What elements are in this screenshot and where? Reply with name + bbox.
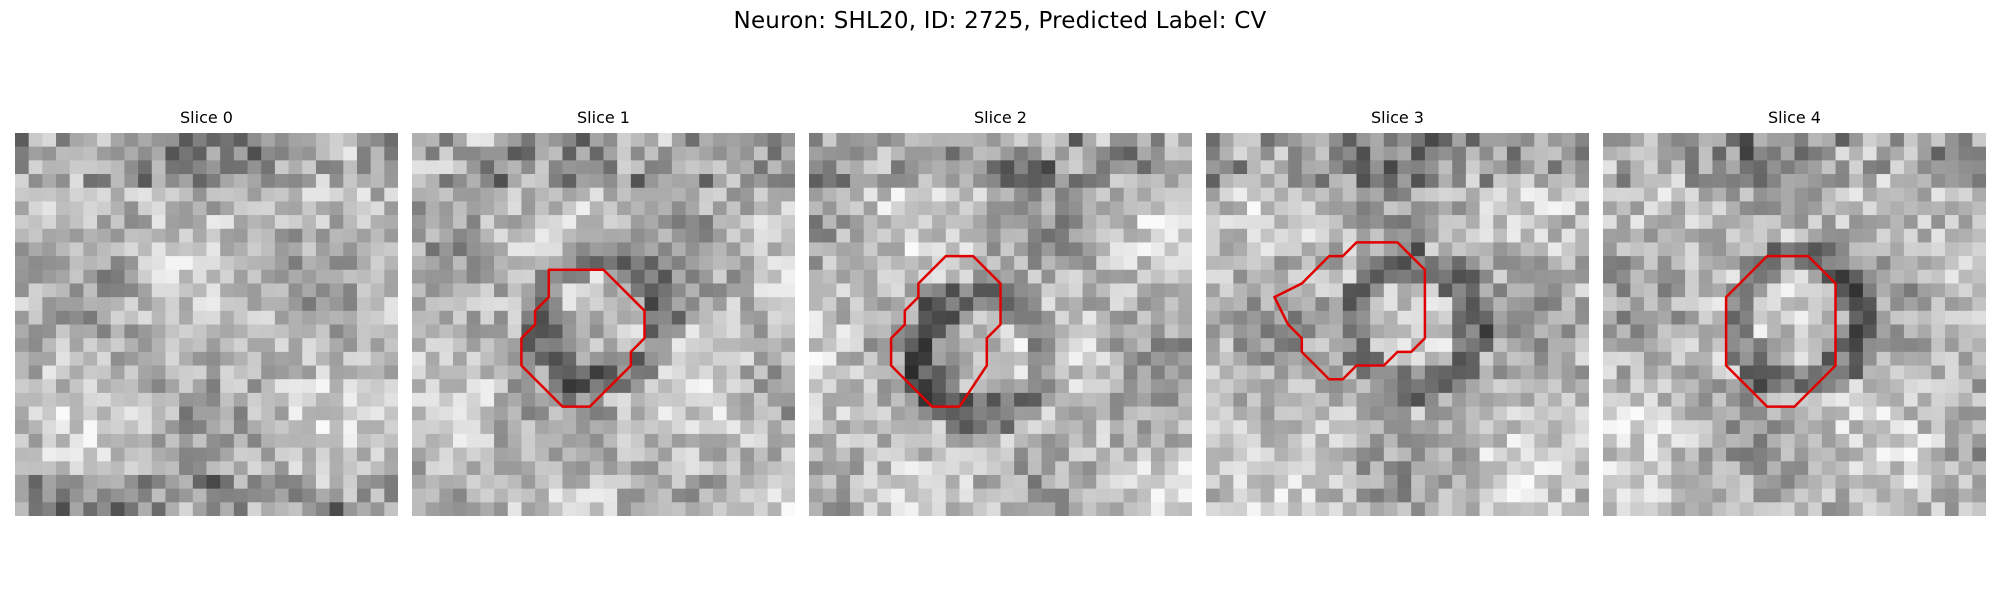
slice-title: Slice 0 xyxy=(180,108,233,127)
slice-image xyxy=(412,133,795,516)
roi-contour xyxy=(1724,254,1837,408)
slice-image xyxy=(15,133,398,516)
roi-contour xyxy=(889,254,1002,408)
slice-pixel-grid xyxy=(1206,133,1589,516)
slice-image xyxy=(1603,133,1986,516)
slice-title: Slice 3 xyxy=(1371,108,1424,127)
roi-contour xyxy=(1273,241,1427,381)
slice-title: Slice 4 xyxy=(1768,108,1821,127)
slice-image xyxy=(1206,133,1589,516)
slice-pixel-grid xyxy=(412,133,795,516)
slice-image xyxy=(809,133,1192,516)
figure-title: Neuron: SHL20, ID: 2725, Predicted Label… xyxy=(733,8,1267,34)
slice-title: Slice 1 xyxy=(577,108,630,127)
slice-title: Slice 2 xyxy=(974,108,1027,127)
slice-pixel-grid xyxy=(1603,133,1986,516)
roi-contour xyxy=(520,268,646,408)
slice-pixel-grid xyxy=(15,133,398,516)
slice-pixel-grid xyxy=(809,133,1192,516)
